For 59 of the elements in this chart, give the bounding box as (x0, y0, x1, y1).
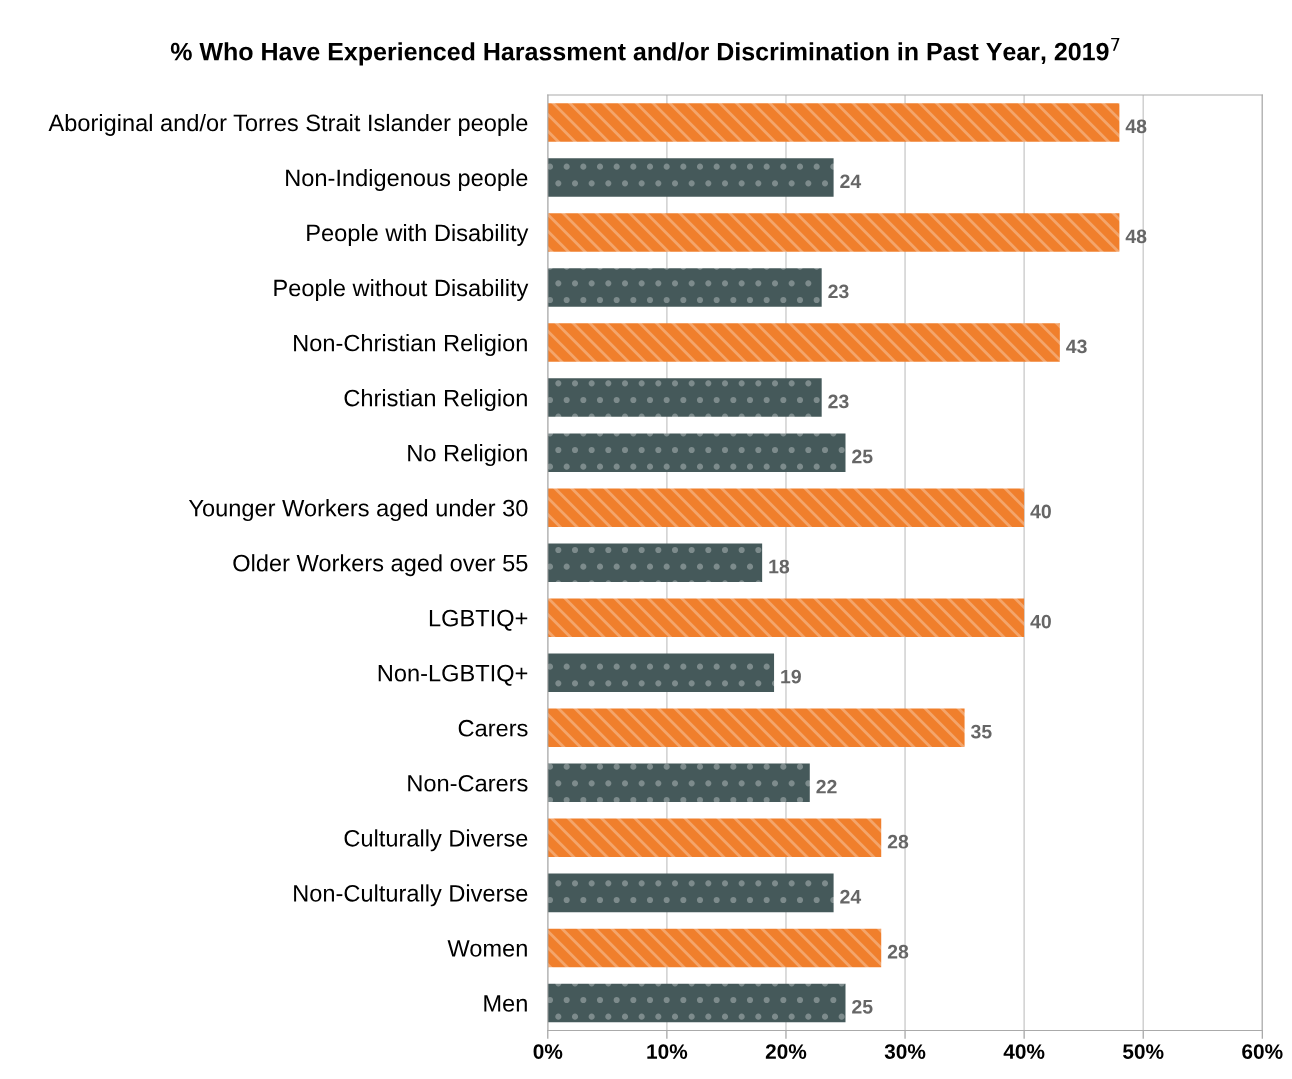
data-label: 40 (1030, 614, 1051, 629)
y-tick-label: Carers (458, 719, 528, 737)
bar (547, 378, 822, 417)
data-label: 19 (781, 669, 801, 684)
data-label: 22 (816, 779, 837, 794)
bar (547, 873, 834, 913)
y-tick-label: Aboriginal and/or Torres Strait Islander people (48, 113, 528, 136)
data-label: 25 (852, 449, 873, 464)
bar (547, 928, 882, 968)
y-tick-label: Older Workers aged over 55 (233, 554, 528, 577)
bar (547, 323, 1060, 362)
y-tick-label: People without Disability (274, 279, 529, 302)
data-label: 43 (1066, 339, 1087, 354)
y-tick-label: LGBTIQ+ (429, 609, 528, 631)
data-label: 48 (1125, 229, 1147, 244)
bar (547, 983, 846, 1023)
bar (547, 158, 834, 197)
data-label: 35 (970, 724, 992, 739)
y-tick-label: Non-Carers (408, 774, 528, 792)
y-tick-label: Non-Culturally Diverse (294, 884, 528, 907)
data-label: 28 (887, 834, 909, 849)
data-label: 28 (887, 944, 909, 959)
bar (547, 598, 1025, 637)
bar (547, 653, 775, 693)
x-tick-label: 20% (765, 1044, 807, 1059)
y-tick-label: Non-Christian Religion (294, 334, 527, 357)
x-tick-label: 10% (647, 1044, 688, 1059)
y-tick-label: Culturally Diverse (344, 829, 528, 852)
bar (547, 543, 763, 582)
bar (547, 763, 810, 803)
y-tick-label: No Religion (408, 444, 527, 467)
x-tick-label: 30% (884, 1044, 926, 1059)
x-tick-label: 50% (1123, 1044, 1164, 1059)
y-tick-label: Non-Indigenous people (286, 168, 528, 191)
x-tick-label: 40% (1003, 1044, 1045, 1059)
y-tick-label: Women (447, 940, 527, 957)
bar (547, 213, 1120, 252)
y-tick-label: Christian Religion (344, 389, 527, 412)
bar (547, 268, 822, 307)
bar (547, 818, 882, 858)
bar (547, 433, 846, 472)
data-label: 24 (840, 174, 862, 189)
bar (547, 103, 1120, 142)
bar (547, 488, 1025, 527)
y-tick-label: Men (484, 995, 527, 1012)
x-tick-label: 0% (533, 1044, 563, 1059)
y-tick-label: Non-LGBTIQ+ (378, 664, 528, 686)
y-tick-label: People with Disability (307, 223, 529, 246)
data-label: 23 (828, 394, 849, 409)
data-label: 25 (852, 999, 873, 1014)
y-tick-label: Younger Workers aged under 30 (188, 499, 528, 522)
data-label: 40 (1030, 504, 1051, 519)
data-label: 24 (840, 889, 862, 904)
data-label: 48 (1125, 119, 1147, 134)
chart-title: % Who Have Experienced Harassment and/or Discrimination in Past Year, 2019$^{7}$ (170, 37, 1120, 66)
bar (547, 708, 965, 748)
x-tick-label: 60% (1242, 1044, 1283, 1059)
data-label: 23 (828, 284, 849, 299)
data-label: 18 (769, 559, 790, 574)
